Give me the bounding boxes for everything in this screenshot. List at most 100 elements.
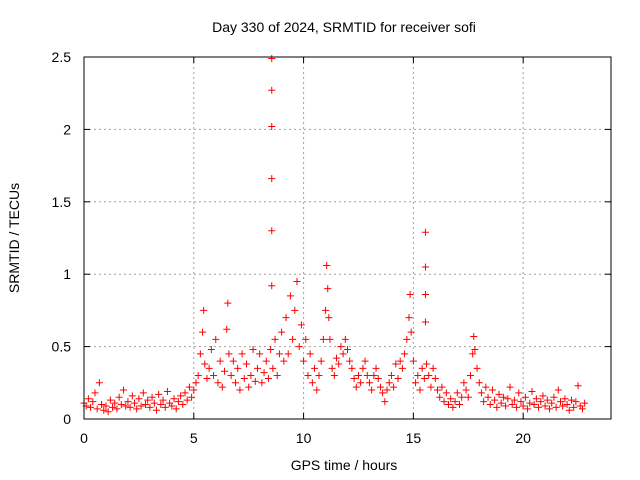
data-point — [420, 374, 428, 382]
data-point — [190, 386, 198, 394]
data-point — [181, 389, 189, 397]
data-point — [407, 328, 415, 336]
data-point — [491, 396, 499, 404]
data-point — [224, 299, 232, 307]
data-point — [497, 399, 505, 407]
x-tick-label: 20 — [515, 430, 531, 446]
data-point — [240, 374, 248, 382]
data-point — [155, 390, 163, 398]
data-point — [447, 395, 455, 403]
data-point — [137, 402, 145, 410]
data-point — [225, 350, 233, 358]
data-point — [370, 372, 378, 380]
data-point — [185, 383, 193, 391]
data-point — [234, 364, 242, 372]
data-point — [532, 395, 540, 403]
data-point — [87, 403, 95, 411]
data-point — [421, 318, 429, 326]
data-point — [462, 386, 470, 394]
data-point — [293, 277, 301, 285]
data-point — [421, 228, 429, 236]
data-point — [242, 360, 250, 368]
data-point — [273, 372, 281, 380]
data-point — [541, 402, 549, 410]
data-point — [339, 350, 347, 358]
data-point — [574, 382, 582, 390]
data-point — [325, 314, 333, 322]
data-point — [581, 399, 589, 407]
data-point — [157, 401, 165, 409]
data-point — [394, 374, 402, 382]
data-point — [526, 399, 534, 407]
data-point — [515, 389, 523, 397]
y-tick-label: 2.5 — [52, 49, 72, 65]
data-point — [131, 399, 139, 407]
data-point — [207, 345, 215, 353]
data-point — [128, 392, 136, 400]
data-point — [403, 335, 411, 343]
data-point — [104, 408, 112, 416]
data-point — [139, 389, 147, 397]
data-point — [396, 357, 404, 365]
data-point — [337, 343, 345, 351]
data-point — [352, 383, 360, 391]
data-point — [159, 396, 167, 404]
data-point — [524, 405, 532, 413]
data-point — [499, 393, 507, 401]
data-point — [323, 262, 331, 270]
data-point — [268, 227, 276, 235]
data-point — [365, 379, 373, 387]
data-point — [115, 393, 123, 401]
data-point — [346, 357, 354, 365]
data-point — [359, 364, 367, 372]
data-point — [543, 396, 551, 404]
y-axis-label: SRMTID / TECUs — [6, 183, 22, 293]
data-point — [109, 403, 117, 411]
data-point — [144, 396, 152, 404]
data-point — [416, 386, 424, 394]
data-point — [306, 350, 314, 358]
data-point — [302, 335, 310, 343]
data-point — [354, 372, 362, 380]
data-point — [238, 350, 246, 358]
axis-ticks: 0 0.5 1 1.5 2 2.5 0 5 10 15 20 — [52, 49, 611, 446]
data-point — [550, 393, 558, 401]
data-point — [434, 386, 442, 394]
data-point — [199, 328, 207, 336]
data-point — [161, 403, 169, 411]
data-point — [427, 383, 435, 391]
x-tick-label: 15 — [406, 430, 422, 446]
plot-frame — [83, 56, 612, 420]
y-tick-label: 2 — [63, 121, 71, 137]
data-point — [556, 398, 564, 406]
data-point — [223, 325, 231, 333]
data-point — [268, 123, 276, 131]
data-point — [249, 345, 257, 353]
data-point — [381, 398, 389, 406]
data-point — [330, 372, 338, 380]
data-point — [300, 357, 308, 365]
data-point — [570, 403, 578, 411]
data-point — [506, 383, 514, 391]
data-point — [480, 398, 488, 406]
data-point — [565, 406, 573, 414]
data-point — [267, 345, 275, 353]
data-point — [383, 386, 391, 394]
data-point — [414, 372, 422, 380]
x-tick-label: 5 — [190, 430, 198, 446]
data-point — [409, 357, 417, 365]
data-point — [488, 386, 496, 394]
data-point — [363, 372, 371, 380]
data-point — [84, 395, 92, 403]
data-point — [421, 290, 429, 298]
data-point — [183, 396, 191, 404]
data-point — [460, 379, 468, 387]
data-point — [406, 290, 414, 298]
data-point — [401, 350, 409, 358]
data-point — [372, 364, 380, 372]
data-point — [256, 350, 264, 358]
data-point — [221, 367, 229, 375]
data-point — [280, 357, 288, 365]
data-point — [341, 335, 349, 343]
